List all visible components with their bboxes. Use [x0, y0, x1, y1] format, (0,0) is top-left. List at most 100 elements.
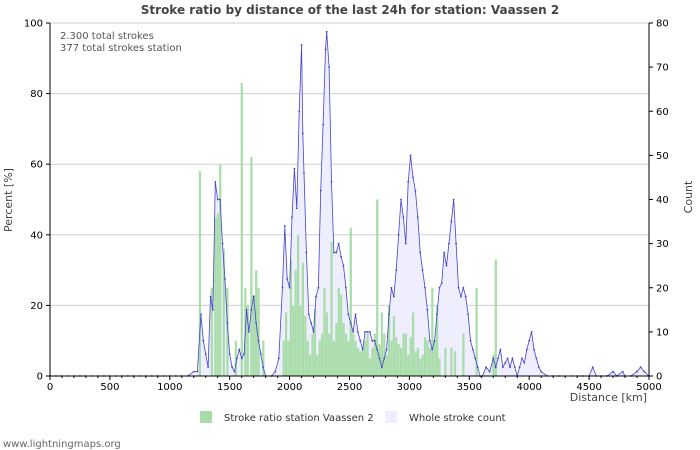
ratio-bar-12 [252, 294, 255, 376]
y-left-tick-label-4: 80 [30, 89, 43, 100]
count-point-140 [476, 366, 479, 369]
x-ticks: 0 500 1000 1500 2000 2500 3000 3500 4000 4500 5000 [47, 376, 662, 393]
legend-swatch-ratio [200, 411, 212, 423]
count-point-125 [440, 282, 443, 285]
y-right-tick-label-2: 20 [656, 283, 669, 294]
count-point-24 [192, 370, 195, 373]
ratio-bar-1 [210, 287, 213, 377]
count-point-92 [361, 348, 364, 351]
ratio-bar-74 [421, 354, 424, 376]
count-point-30 [209, 295, 212, 298]
ratio-bar-35 [328, 333, 331, 376]
count-area-layer [50, 31, 649, 377]
count-point-180 [621, 370, 624, 373]
ratio-bar-15 [262, 340, 265, 376]
x-tick-label-8: 4000 [516, 382, 541, 393]
count-point-145 [492, 357, 495, 360]
y-right-tick-label-1: 10 [656, 327, 669, 338]
count-point-51 [259, 353, 262, 355]
ratio-bar-31 [318, 340, 321, 376]
ratio-bar-19 [289, 259, 292, 376]
count-point-70 [310, 322, 313, 324]
y-left-tick-label-2: 40 [30, 230, 43, 241]
count-point-75 [322, 123, 325, 126]
ratio-bar-36 [330, 241, 333, 376]
count-point-50 [257, 339, 260, 342]
y-right-tick-label-3: 30 [656, 239, 669, 250]
count-point-165 [540, 370, 543, 373]
ratio-bar-51 [366, 333, 369, 376]
ratio-bar-2 [214, 217, 217, 376]
ratio-bar-14 [257, 287, 260, 377]
count-point-31 [212, 308, 214, 311]
count-point-163 [535, 357, 538, 360]
y-left-tick-label-5: 100 [24, 19, 43, 30]
count-point-107 [397, 233, 400, 236]
count-point-87 [349, 322, 352, 324]
count-point-42 [238, 348, 241, 351]
legend-label-count: Whole stroke count [409, 413, 506, 424]
annotation-total-strokes: 2.300 total strokes [60, 31, 154, 42]
ratio-bar-46 [354, 340, 357, 376]
count-point-27 [202, 339, 205, 342]
count-point-71 [312, 330, 315, 333]
count-point-131 [455, 242, 458, 245]
count-point-116 [419, 251, 422, 254]
ratio-bar-38 [335, 323, 338, 376]
y-right-tick-label-4: 40 [656, 195, 669, 206]
count-point-185 [643, 370, 646, 373]
ratio-bars-layer [198, 83, 497, 377]
legend-label-ratio: Stroke ratio station Vaassen 2 [224, 413, 374, 424]
count-point-129 [450, 220, 453, 223]
ratio-bar-66 [402, 333, 405, 376]
ratio-bar-18 [287, 340, 290, 376]
legend-swatch-count [385, 411, 397, 423]
count-point-43 [240, 357, 243, 360]
count-point-120 [428, 339, 431, 342]
count-point-153 [511, 357, 514, 360]
count-point-162 [533, 348, 535, 351]
ratio-bar-63 [395, 337, 398, 376]
count-point-133 [460, 295, 462, 298]
count-point-78 [328, 66, 331, 69]
count-point-89 [354, 313, 357, 316]
count-point-130 [452, 198, 455, 201]
ratio-bar-26 [306, 340, 309, 376]
count-point-84 [342, 264, 345, 267]
count-point-91 [359, 339, 362, 342]
ratio-bar-47 [356, 347, 360, 376]
count-point-113 [412, 176, 414, 179]
chart-title: Stroke ratio by distance of the last 24h… [141, 3, 559, 17]
count-point-98 [376, 348, 378, 351]
count-point-119 [426, 308, 429, 311]
x-tick-label-4: 2000 [277, 382, 302, 393]
count-point-174 [591, 366, 594, 369]
ratio-bar-84 [453, 351, 457, 376]
count-point-115 [416, 216, 419, 219]
y-right-ticks: 0 10 20 30 40 50 60 70 80 [649, 19, 669, 383]
count-point-80 [333, 251, 335, 254]
ratio-bar-23 [299, 305, 302, 376]
count-point-144 [488, 370, 491, 373]
ratio-bar-60 [388, 305, 391, 376]
count-point-124 [438, 286, 441, 289]
ratio-bar-33 [323, 287, 326, 377]
count-point-77 [325, 30, 328, 33]
count-point-103 [388, 313, 390, 316]
y-label-left: Percent [%] [2, 168, 15, 232]
count-point-68 [305, 251, 308, 254]
y-left-tick-label-0: 0 [37, 372, 43, 383]
count-point-33 [216, 198, 219, 201]
y-right-tick-label-8: 80 [656, 19, 669, 30]
ratio-bar-57 [380, 312, 383, 376]
ratio-bar-21 [294, 270, 297, 376]
count-point-99 [378, 357, 381, 360]
count-point-86 [347, 313, 350, 316]
ratio-bar-41 [342, 323, 345, 376]
count-point-94 [366, 330, 369, 333]
count-point-85 [345, 286, 347, 289]
y-right-tick-label-0: 0 [656, 372, 662, 383]
count-point-49 [255, 322, 257, 324]
count-point-59 [286, 278, 289, 280]
